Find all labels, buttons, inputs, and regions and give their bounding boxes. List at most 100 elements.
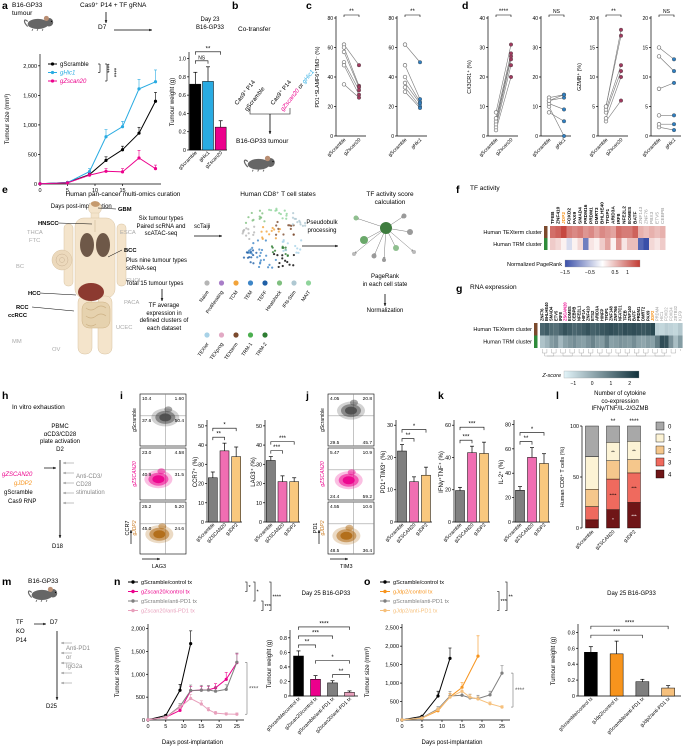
h-pbmc: PBMC bbox=[51, 424, 69, 430]
f-tf-activity-heatmap: TFEB ZNF410 JDP2 FOXD2 PAX9 SMAD4 PRDM16 PRDM1 D… bbox=[452, 186, 685, 283]
svg-text:TEXterm: TEXterm bbox=[223, 342, 239, 362]
svg-text:FOXD2: FOXD2 bbox=[664, 307, 669, 321]
svg-text:FOXD4: FOXD4 bbox=[668, 307, 673, 321]
panel-label-g: g bbox=[456, 283, 463, 295]
svg-text:ZNF766: ZNF766 bbox=[613, 305, 618, 321]
series-gZscan20/control tx bbox=[147, 662, 238, 721]
svg-text:500: 500 bbox=[28, 152, 37, 158]
svg-text:0.2: 0.2 bbox=[568, 678, 575, 684]
svg-text:HINFP: HINFP bbox=[599, 308, 604, 321]
b-title: Co-transfer bbox=[238, 26, 271, 33]
svg-text:TFDP1: TFDP1 bbox=[605, 208, 611, 224]
svg-text:***: *** bbox=[265, 604, 272, 610]
svg-text:gScramble: gScramble bbox=[132, 408, 138, 432]
svg-text:**: ** bbox=[206, 46, 211, 52]
h-exhaustion-diagram bbox=[0, 390, 118, 560]
svg-text:ARID3A: ARID3A bbox=[595, 306, 600, 321]
svg-text:ETV5: ETV5 bbox=[553, 310, 558, 321]
svg-text:ARID3A: ARID3A bbox=[611, 206, 617, 224]
svg-text:10: 10 bbox=[180, 724, 186, 730]
series-gScramble/control tx bbox=[401, 658, 451, 721]
n-legend: gScramble/control tx gZscan20/control tx g… bbox=[126, 577, 244, 619]
l-legend: 0 1 2 3 4 bbox=[654, 420, 684, 486]
panel-label-b: b bbox=[232, 0, 239, 12]
svg-text:10.9: 10.9 bbox=[363, 450, 373, 456]
svg-text:0: 0 bbox=[201, 520, 204, 526]
svg-text:500: 500 bbox=[390, 700, 399, 706]
bar-gZscan20/anti-PD1 tx bbox=[344, 692, 355, 697]
svg-text:gJDP2: gJDP2 bbox=[283, 522, 298, 537]
svg-text:0.6: 0.6 bbox=[568, 646, 575, 652]
o-leg-svg: gScramble/control tx gJdp2/control tx gScr… bbox=[380, 580, 449, 615]
n-tumour-weight-chart: Day 25 B16-GP33 0 0.2 0.4 0.6 0.8 Tumour weigh… bbox=[264, 588, 362, 748]
svg-text:40: 40 bbox=[198, 443, 204, 449]
svg-text:gJDP2: gJDP2 bbox=[225, 522, 240, 537]
svg-text:40: 40 bbox=[388, 75, 394, 81]
svg-text:10: 10 bbox=[198, 501, 204, 507]
a-tumour-label-1: B16-GP33 bbox=[12, 2, 43, 9]
svg-text:0.8: 0.8 bbox=[179, 75, 186, 81]
e-tf-title-2: calculation bbox=[374, 199, 406, 206]
svg-text:31.5: 31.5 bbox=[175, 472, 185, 478]
svg-text:2,000: 2,000 bbox=[385, 644, 399, 650]
bar-gScramble/anti-PD1 tx bbox=[327, 682, 338, 697]
svg-text:gScramble: gScramble bbox=[320, 408, 326, 432]
a-transfer-label: Cas9⁺ P14 + TF gRNA bbox=[80, 2, 147, 9]
svg-text:0: 0 bbox=[34, 182, 37, 188]
svg-text:TFEB: TFEB bbox=[550, 211, 556, 224]
svg-text:5: 5 bbox=[592, 105, 595, 111]
svg-text:****: **** bbox=[499, 9, 509, 15]
svg-text:LAG3: LAG3 bbox=[152, 564, 166, 570]
svg-text:**: ** bbox=[216, 432, 221, 438]
svg-text:gJDP2: gJDP2 bbox=[415, 522, 430, 537]
svg-text:15: 15 bbox=[459, 724, 465, 730]
svg-text:Tumour weight (g): Tumour weight (g) bbox=[267, 640, 273, 688]
svg-text:40: 40 bbox=[505, 471, 511, 477]
e-umap-title: Human CD8⁺ T cell states bbox=[240, 191, 316, 198]
svg-text:30: 30 bbox=[479, 46, 485, 52]
svg-text:50: 50 bbox=[198, 424, 204, 430]
svg-text:80: 80 bbox=[327, 16, 333, 22]
svg-text:gScramble/anti-PD1 tx: gScramble/anti-PD1 tx bbox=[393, 599, 449, 605]
h-diag-svg bbox=[44, 460, 74, 538]
svg-text:0.4: 0.4 bbox=[179, 111, 186, 117]
e-six-types-1: Six tumour types bbox=[138, 216, 184, 222]
bar-gJdp2/control tx bbox=[609, 653, 624, 697]
svg-text:HIF1A: HIF1A bbox=[581, 309, 586, 321]
svg-text:1: 1 bbox=[626, 270, 629, 276]
svg-text:−0.5: −0.5 bbox=[585, 270, 595, 276]
svg-text:5.47: 5.47 bbox=[330, 450, 340, 456]
svg-text:**: ** bbox=[524, 436, 529, 442]
svg-text:Human CD8⁺ T cells (%): Human CD8⁺ T cells (%) bbox=[559, 447, 566, 508]
bar-gScramble/control tx bbox=[584, 652, 598, 697]
e-avg-1: TF average bbox=[148, 303, 180, 309]
bar-gZSCAN20 bbox=[527, 457, 537, 523]
svg-text:****: **** bbox=[319, 621, 329, 627]
svg-text:0: 0 bbox=[576, 526, 579, 532]
svg-text:TFEB: TFEB bbox=[622, 310, 627, 321]
svg-text:ETV5: ETV5 bbox=[655, 212, 661, 224]
svg-text:GBM: GBM bbox=[118, 207, 132, 213]
svg-text:**: ** bbox=[349, 9, 354, 15]
m-treatment-diagram bbox=[0, 575, 112, 748]
svg-text:EOMES: EOMES bbox=[567, 306, 572, 321]
svg-text:gScramble: gScramble bbox=[531, 137, 552, 158]
svg-text:15: 15 bbox=[642, 46, 648, 52]
svg-text:−1: −1 bbox=[571, 381, 577, 387]
j-pd1tim3-bar-chart: 0 10 20 30 PD1⁺TIM3⁺ (%) gScramble gZSCAN20 gJD… bbox=[378, 404, 436, 568]
svg-text:BCC: BCC bbox=[124, 248, 137, 254]
svg-text:CX3CR1⁺ (%): CX3CR1⁺ (%) bbox=[467, 60, 473, 94]
svg-text:Human TRM cluster: Human TRM cluster bbox=[493, 242, 542, 248]
svg-text:DMRT2: DMRT2 bbox=[641, 306, 646, 321]
svg-text:SMAD4: SMAD4 bbox=[549, 306, 554, 321]
m-tf: TF bbox=[16, 620, 24, 626]
svg-text:CHOL: CHOL bbox=[126, 278, 143, 284]
svg-text:Day 23: Day 23 bbox=[200, 17, 220, 23]
a-d7-label: D7 bbox=[98, 24, 107, 31]
series-gScramble/anti-PD1 tx bbox=[147, 661, 238, 721]
svg-text:4.05: 4.05 bbox=[330, 396, 340, 402]
svg-text:40.9: 40.9 bbox=[142, 472, 152, 478]
svg-text:30: 30 bbox=[256, 462, 262, 468]
svg-text:***: *** bbox=[462, 435, 470, 441]
